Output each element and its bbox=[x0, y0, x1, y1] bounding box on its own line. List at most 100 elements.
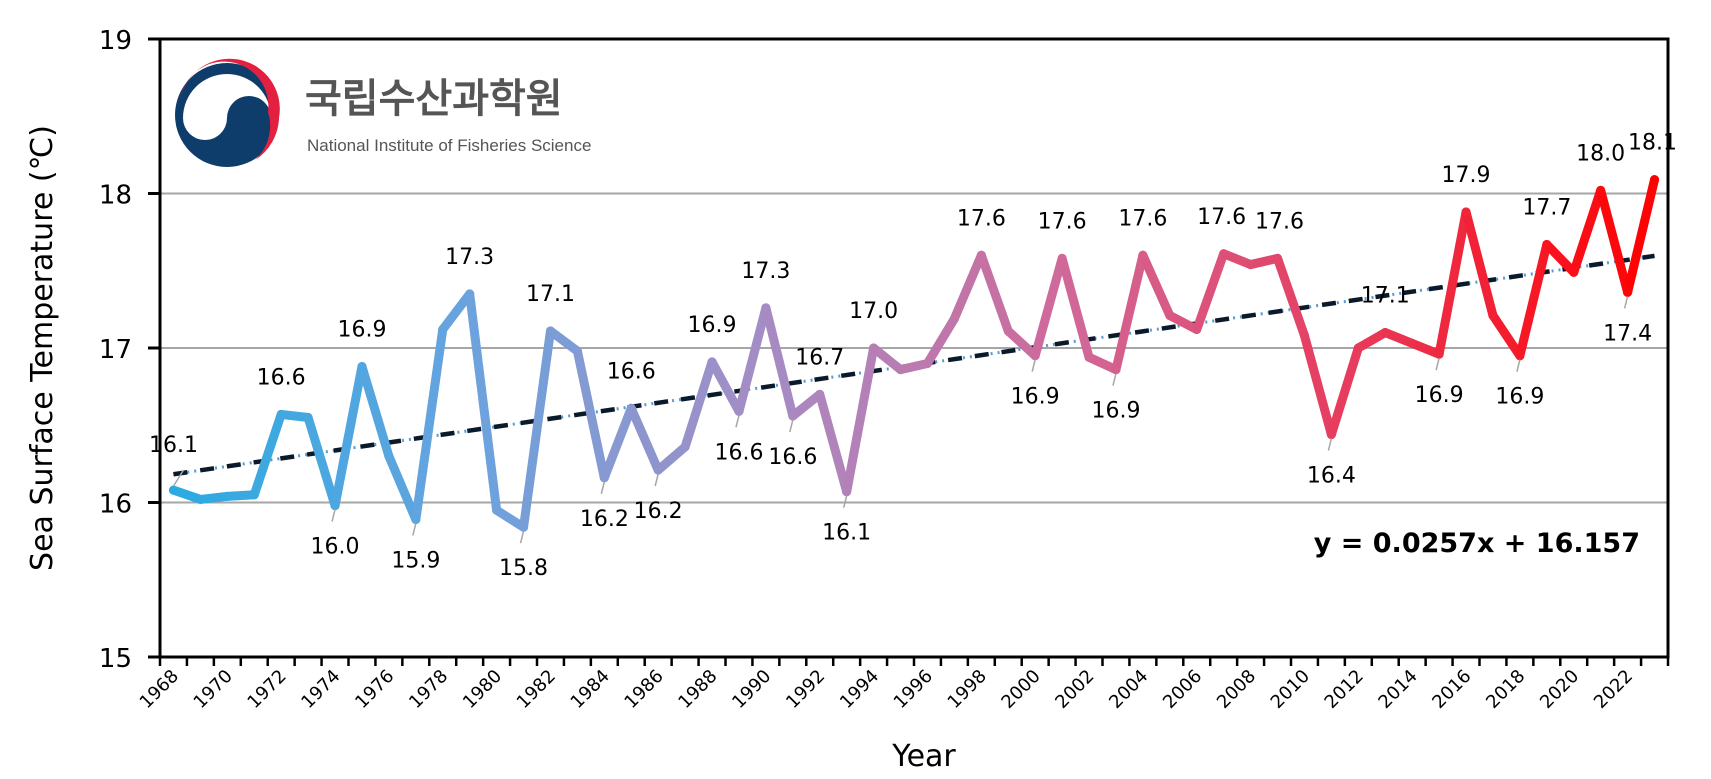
x-tick-label: 2022 bbox=[1590, 666, 1637, 713]
data-point bbox=[734, 406, 744, 416]
data-point bbox=[168, 485, 178, 495]
series-segment bbox=[1326, 343, 1363, 440]
series-segment bbox=[1138, 250, 1175, 321]
data-label: 16.7 bbox=[795, 345, 844, 370]
label-leader bbox=[1327, 438, 1333, 451]
label-leader bbox=[412, 523, 417, 536]
data-point bbox=[922, 358, 932, 368]
series-segment bbox=[626, 403, 663, 475]
series-segment bbox=[1299, 331, 1336, 440]
trendline bbox=[173, 253, 1655, 477]
data-point bbox=[1596, 185, 1606, 195]
data-point bbox=[492, 505, 502, 515]
data-point bbox=[1219, 249, 1229, 259]
x-tick-label: 2012 bbox=[1321, 666, 1368, 713]
series-segment bbox=[1003, 326, 1040, 361]
series-segment bbox=[761, 303, 798, 421]
data-label: 16.4 bbox=[1307, 464, 1356, 489]
data-point bbox=[1434, 349, 1444, 359]
y-tick-label: 17 bbox=[99, 335, 132, 365]
data-label: 16.9 bbox=[688, 313, 737, 338]
series-segment bbox=[815, 389, 852, 497]
x-tick-label: 1978 bbox=[405, 666, 452, 713]
data-label: 18.0 bbox=[1576, 141, 1625, 166]
data-label: 16.2 bbox=[634, 499, 683, 524]
series-segment bbox=[1192, 249, 1229, 334]
series-segment bbox=[411, 324, 448, 524]
data-point bbox=[599, 473, 609, 483]
x-tick-label: 1988 bbox=[674, 666, 721, 713]
trendline-group bbox=[173, 253, 1655, 477]
x-tick-label: 1974 bbox=[297, 666, 344, 713]
series-segment bbox=[1057, 253, 1094, 362]
data-point bbox=[1030, 351, 1040, 361]
series-segment bbox=[465, 289, 502, 515]
series-segment bbox=[1380, 328, 1417, 348]
series-segment bbox=[384, 451, 421, 524]
data-point bbox=[1246, 260, 1256, 270]
logo-emblem-white-swirl bbox=[183, 74, 271, 140]
series-segment bbox=[1084, 352, 1121, 375]
series-segment bbox=[949, 250, 986, 324]
data-label: 17.7 bbox=[1522, 195, 1571, 220]
x-tick-label: 1982 bbox=[513, 666, 560, 713]
series-segment bbox=[249, 409, 286, 500]
series-segment bbox=[653, 442, 690, 475]
series-segment bbox=[492, 505, 529, 532]
series-segment bbox=[896, 358, 932, 375]
series-segment bbox=[168, 485, 205, 504]
data-point bbox=[438, 324, 448, 334]
data-label: 16.9 bbox=[1091, 399, 1140, 424]
data-label: 16.9 bbox=[337, 318, 386, 343]
y-axis-title: Sea Surface Temperature (℃) bbox=[25, 125, 60, 571]
series-segment bbox=[1461, 207, 1498, 321]
x-tick-label: 1992 bbox=[782, 666, 829, 713]
label-leader bbox=[735, 415, 740, 428]
x-tick-label: 2018 bbox=[1482, 666, 1529, 713]
nifs-logo: 국립수산과학원 National Institute of Fisheries … bbox=[175, 58, 591, 167]
series-segment bbox=[1542, 239, 1579, 277]
data-point bbox=[519, 522, 529, 532]
data-point bbox=[1542, 239, 1552, 249]
x-tick-label: 2010 bbox=[1267, 666, 1314, 713]
data-point bbox=[249, 490, 259, 500]
data-point bbox=[303, 413, 313, 423]
series-segment bbox=[303, 413, 340, 511]
series-segment bbox=[1569, 185, 1606, 277]
y-tick-label: 19 bbox=[99, 26, 132, 56]
x-axis-title: Year bbox=[891, 739, 956, 774]
series-segment bbox=[680, 357, 717, 452]
data-point bbox=[276, 409, 286, 419]
data-label: 15.9 bbox=[391, 548, 440, 573]
series-segment bbox=[788, 389, 825, 421]
series-segment bbox=[545, 326, 582, 356]
data-point bbox=[1299, 331, 1309, 341]
series-segment bbox=[1219, 249, 1256, 270]
series-segment bbox=[357, 362, 394, 461]
x-tick-label: 2016 bbox=[1428, 666, 1475, 713]
data-point bbox=[195, 494, 205, 504]
x-tick-label: 1976 bbox=[351, 666, 398, 713]
label-leader bbox=[789, 419, 794, 433]
label-leader bbox=[1031, 359, 1036, 372]
data-label: 16.9 bbox=[1495, 385, 1544, 410]
label-leader bbox=[654, 473, 659, 487]
data-label: 16.0 bbox=[311, 535, 360, 560]
data-point bbox=[1084, 352, 1094, 362]
series-segment bbox=[330, 362, 367, 511]
data-labels: 16.1 16.6 16.0 16.9 15.9 17.3 15.8 17.1 16.2 16.6… bbox=[149, 131, 1677, 582]
series-segment bbox=[1030, 253, 1067, 361]
data-label: 17.0 bbox=[849, 299, 898, 324]
data-point bbox=[545, 326, 555, 336]
data-label: 17.1 bbox=[1361, 284, 1410, 309]
x-tick-label: 2004 bbox=[1105, 666, 1152, 713]
data-point bbox=[896, 365, 906, 375]
data-point bbox=[1515, 351, 1525, 361]
series-segment bbox=[707, 357, 744, 416]
x-tick-label: 1990 bbox=[728, 666, 775, 713]
y-tick-label: 16 bbox=[99, 490, 132, 520]
data-label: 18.1 bbox=[1628, 131, 1677, 156]
logo-english-name: National Institute of Fisheries Science bbox=[307, 136, 591, 155]
x-tick-label: 1994 bbox=[836, 666, 883, 713]
